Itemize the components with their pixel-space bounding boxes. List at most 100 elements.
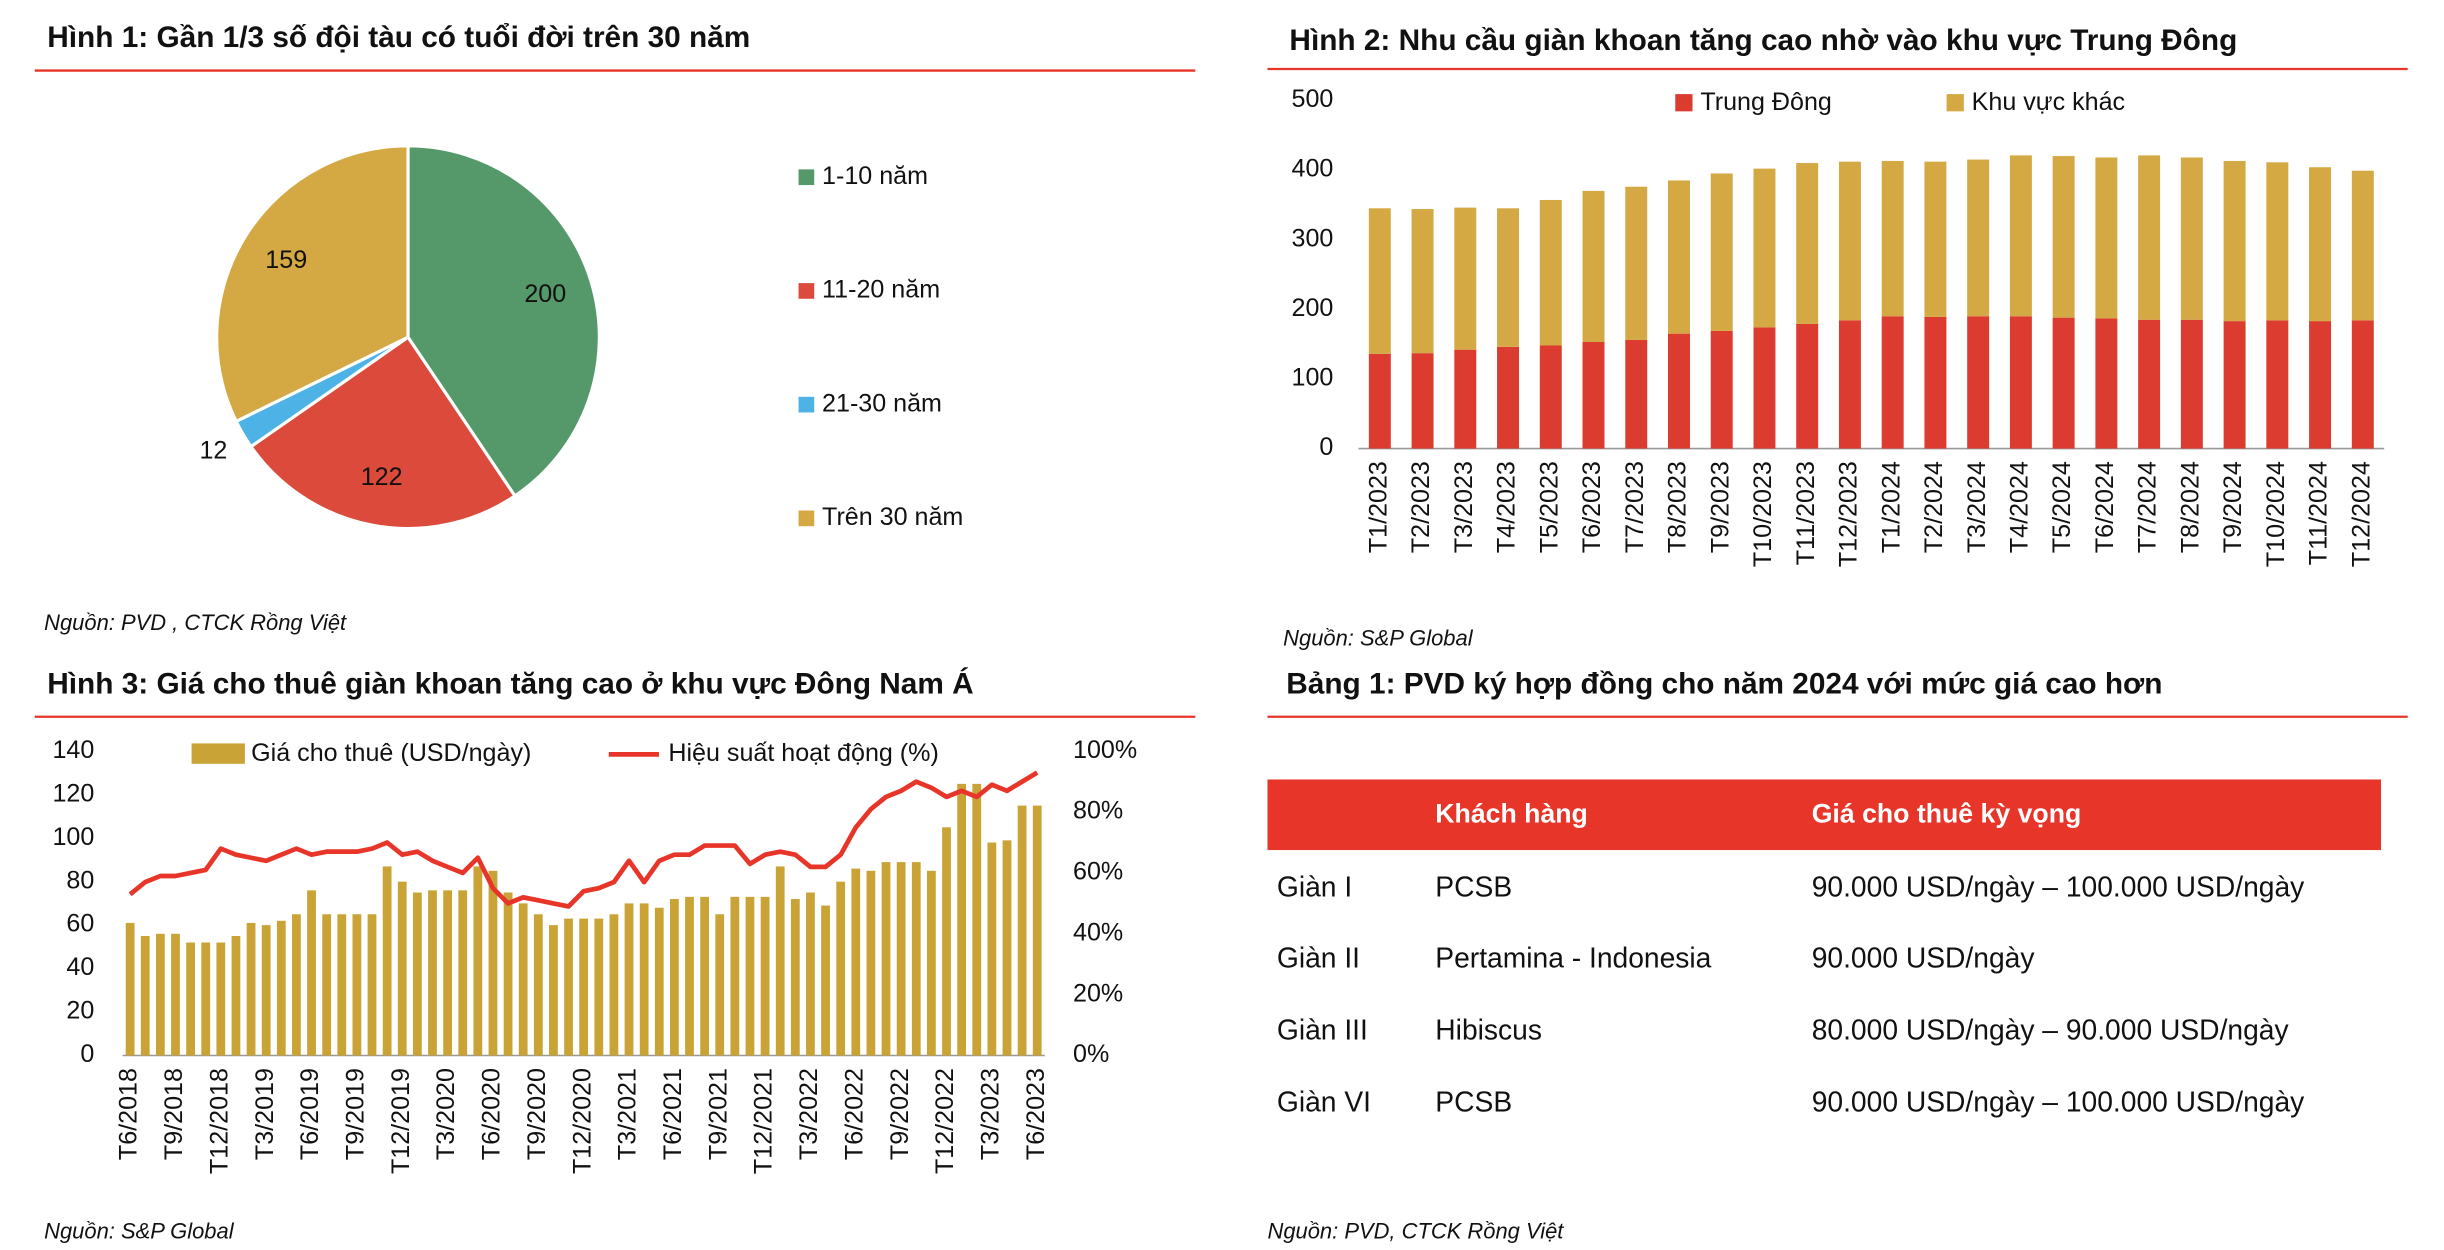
bar xyxy=(579,918,589,1056)
bar-segment xyxy=(1967,316,1990,449)
bar xyxy=(896,862,906,1056)
x-tick-label: T3/2023 xyxy=(976,1068,1004,1160)
bar xyxy=(337,914,347,1056)
legend-label: Hiệu suất hoạt động (%) xyxy=(668,739,938,767)
x-tick-label: T9/2018 xyxy=(160,1068,188,1160)
bar-segment xyxy=(1625,339,1648,449)
x-tick-label: T11/2024 xyxy=(2305,461,2333,565)
bar-segment xyxy=(1710,330,1733,449)
source: Nguồn: S&P Global xyxy=(44,1219,235,1244)
y2-tick-label: 40% xyxy=(1073,918,1123,946)
bar xyxy=(549,925,558,1056)
bar xyxy=(276,920,286,1056)
table-header-cell: Khách hàng xyxy=(1435,799,1588,829)
bar-segment xyxy=(2351,320,2374,449)
x-tick-label: T5/2023 xyxy=(1535,461,1563,553)
bar xyxy=(715,914,725,1056)
bar-segment xyxy=(1753,327,1776,449)
bar xyxy=(261,925,271,1056)
bar-segment xyxy=(1881,160,1904,317)
bar-segment xyxy=(2309,167,2332,322)
y-tick-label: 200 xyxy=(1292,294,1334,322)
bar xyxy=(1002,840,1012,1056)
y2-tick-label: 80% xyxy=(1073,797,1123,825)
x-tick-label: T7/2024 xyxy=(2134,461,2162,553)
bar-segment xyxy=(1668,333,1690,449)
x-tick-label: T6/2023 xyxy=(1022,1068,1050,1160)
x-tick-label: T12/2024 xyxy=(2347,461,2375,567)
table-cell: 90.000 USD/ngày – 100.000 USD/ngày xyxy=(1812,871,2305,903)
table-cell: PCSB xyxy=(1435,871,1512,903)
y-tick-label: 400 xyxy=(1292,155,1334,183)
bar-segment xyxy=(2009,316,2032,449)
table-cell: Pertamina - Indonesia xyxy=(1435,941,1711,973)
pie-slice xyxy=(406,144,601,499)
bar-segment xyxy=(1454,349,1477,449)
y2-tick-label: 20% xyxy=(1073,979,1123,1007)
bar xyxy=(866,870,876,1056)
bar xyxy=(231,935,241,1056)
table-cell: Giàn I xyxy=(1277,871,1352,903)
y2-tick-label: 100% xyxy=(1073,736,1137,764)
bar-segment xyxy=(1710,173,1733,331)
x-tick-label: T2/2023 xyxy=(1407,461,1435,553)
bar xyxy=(609,914,619,1056)
bar-segment xyxy=(1539,345,1562,449)
x-tick-label: T10/2024 xyxy=(2262,461,2290,567)
bar xyxy=(246,922,256,1056)
x-tick-label: T6/2019 xyxy=(296,1068,324,1160)
bar xyxy=(654,907,664,1056)
x-tick-label: T3/2022 xyxy=(795,1068,823,1160)
x-tick-label: T6/2022 xyxy=(840,1068,868,1160)
bar xyxy=(125,922,135,1056)
bar-segment xyxy=(1924,161,1947,317)
source: Nguồn: PVD, CTCK Rồng Việt xyxy=(1267,1219,1564,1244)
bar xyxy=(503,892,513,1056)
x-tick-label: T6/2023 xyxy=(1578,461,1606,553)
bar-segment xyxy=(1967,159,1990,317)
x-tick-label: T1/2023 xyxy=(1364,461,1392,553)
legend-label: 11-20 năm xyxy=(822,276,940,304)
bar-segment xyxy=(1411,209,1434,354)
y-tick-label: 80 xyxy=(66,866,94,894)
bar xyxy=(926,870,936,1056)
bar-segment xyxy=(2095,318,2118,449)
bar xyxy=(775,866,785,1056)
y2-tick-label: 60% xyxy=(1073,858,1123,886)
y-tick-label: 100 xyxy=(52,823,94,851)
bar xyxy=(669,899,679,1056)
legend-label: Trung Đông xyxy=(1700,88,1832,116)
table-title: Bảng 1: PVD ký hợp đồng cho năm 2024 với… xyxy=(1286,667,2162,700)
bar xyxy=(594,918,604,1056)
legend-label: Khu vực khác xyxy=(1972,88,2125,116)
legend-swatch xyxy=(1675,94,1693,112)
bar xyxy=(155,933,165,1056)
x-tick-label: T9/2022 xyxy=(886,1068,914,1160)
bar-segment xyxy=(1582,342,1605,449)
x-tick-label: T3/2024 xyxy=(1963,461,1991,553)
bar xyxy=(564,918,573,1056)
x-tick-label: T3/2023 xyxy=(1450,461,1478,553)
y-tick-label: 0 xyxy=(80,1040,94,1068)
x-tick-label: T9/2024 xyxy=(2219,461,2247,553)
legend-label: Giá cho thuê (USD/ngày) xyxy=(251,739,531,767)
y-tick-label: 300 xyxy=(1292,224,1334,252)
x-tick-label: T6/2020 xyxy=(478,1068,506,1160)
x-tick-label: T9/2020 xyxy=(523,1068,551,1160)
bar xyxy=(292,914,301,1056)
x-tick-label: T12/2022 xyxy=(931,1068,959,1174)
bar xyxy=(972,783,982,1056)
bar-segment xyxy=(1838,320,1861,449)
x-tick-label: T1/2024 xyxy=(1877,461,1905,553)
bar xyxy=(881,862,891,1056)
bar xyxy=(458,890,468,1056)
bar-segment xyxy=(2138,319,2161,449)
bar xyxy=(322,914,332,1056)
x-tick-label: T8/2024 xyxy=(2176,461,2204,553)
bar-segment xyxy=(1796,323,1819,449)
bar xyxy=(942,827,951,1056)
legend-label: Trên 30 năm xyxy=(822,503,963,531)
x-tick-label: T3/2020 xyxy=(432,1068,460,1160)
x-tick-label: T12/2018 xyxy=(205,1068,233,1174)
bar-segment xyxy=(2351,170,2374,321)
